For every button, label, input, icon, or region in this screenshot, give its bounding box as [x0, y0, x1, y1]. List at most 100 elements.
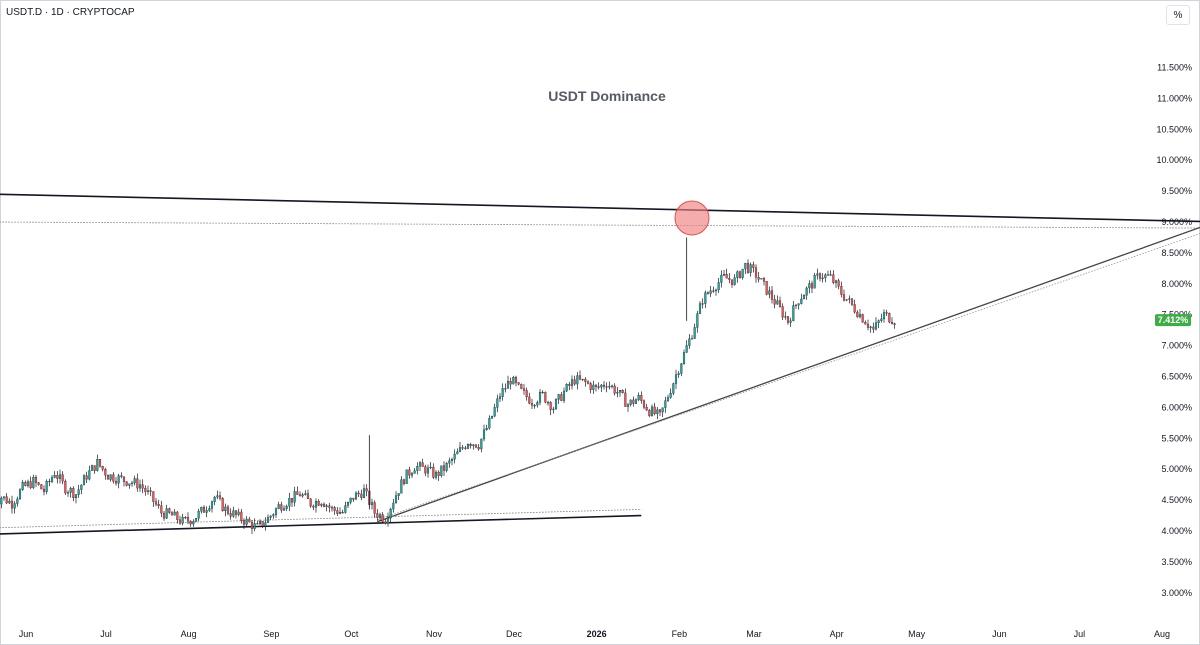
candle: [226, 504, 230, 516]
candle: [426, 464, 430, 478]
candle: [224, 503, 227, 517]
candle: [840, 281, 843, 298]
candle: [5, 493, 8, 504]
candle: [813, 272, 816, 289]
candle: [450, 457, 454, 466]
y-tick-label: 6.000%: [1161, 402, 1192, 412]
x-axis[interactable]: Jun Jul Aug Sep Oct Nov Dec 2026 Feb Mar Apr May Jun…: [19, 629, 1170, 639]
candle: [616, 387, 619, 398]
candle: [421, 458, 424, 467]
candle: [440, 465, 443, 478]
candle: [802, 294, 806, 300]
candle: [525, 387, 528, 401]
candle: [656, 407, 659, 420]
candle: [168, 507, 171, 514]
candle: [141, 479, 144, 494]
candle: [546, 400, 550, 406]
candle: [242, 518, 246, 529]
candle: [296, 486, 299, 495]
candle: [760, 278, 763, 280]
candle: [330, 505, 334, 512]
candle: [413, 467, 416, 474]
candle: [376, 508, 379, 521]
y-tick-label: 10.500%: [1156, 124, 1192, 134]
candle: [797, 303, 800, 310]
candle: [333, 506, 336, 515]
candle: [506, 375, 510, 389]
candle: [88, 465, 91, 481]
candle: [109, 474, 112, 482]
candle: [82, 474, 86, 486]
candle: [493, 403, 496, 418]
candle: [0, 496, 3, 509]
candle: [194, 518, 198, 522]
x-tick-label: Jun: [19, 629, 34, 639]
y-axis[interactable]: 11.500% 11.000% 10.500% 10.000% 9.500% 9.000%…: [1156, 63, 1192, 598]
candle: [160, 500, 163, 518]
candle: [762, 276, 766, 286]
rising-support-line: [377, 226, 1200, 523]
candle: [640, 391, 643, 404]
candle: [584, 377, 587, 387]
candle: [741, 268, 744, 280]
candle: [384, 518, 387, 525]
candle: [490, 415, 494, 419]
candle: [834, 279, 838, 288]
candle: [80, 484, 83, 495]
candle: [536, 400, 539, 408]
candle: [845, 299, 848, 302]
candle: [112, 472, 115, 484]
annotations: [674, 200, 710, 236]
trendlines: [0, 193, 1200, 535]
candle: [634, 398, 638, 404]
y-tick-label: 4.500%: [1161, 495, 1192, 505]
candle: [8, 498, 11, 505]
candle: [794, 304, 798, 309]
candle: [210, 500, 214, 513]
candle: [570, 375, 574, 390]
candle: [488, 415, 491, 430]
candle: [888, 312, 891, 324]
candle: [709, 285, 712, 297]
candle: [645, 403, 648, 411]
candle: [682, 349, 686, 365]
candle: [816, 268, 819, 280]
candle: [362, 484, 366, 499]
last-price-badge: [1155, 314, 1191, 327]
candle: [818, 272, 822, 282]
candle: [386, 512, 390, 527]
candle: [133, 475, 136, 486]
candle: [792, 301, 795, 322]
candle: [282, 505, 286, 511]
candle: [320, 503, 323, 508]
candle: [64, 479, 67, 496]
candle: [776, 295, 779, 305]
candle: [549, 401, 552, 416]
candle: [872, 322, 875, 334]
candle: [688, 334, 691, 349]
candle: [410, 472, 414, 478]
candle: [498, 392, 502, 402]
candle: [514, 375, 518, 387]
candle: [317, 499, 320, 506]
candle: [530, 398, 534, 410]
candle: [136, 473, 139, 492]
candle: [717, 277, 720, 294]
candle: [56, 470, 59, 484]
symbol-label: USDT.D · 1D · CRYPTOCAP: [6, 7, 135, 18]
candle: [472, 444, 475, 450]
candle: [874, 317, 878, 331]
y-tick-label: 5.000%: [1161, 464, 1192, 474]
candle: [96, 454, 99, 472]
x-tick-label: Jun: [992, 629, 1007, 639]
candle: [458, 441, 462, 453]
candle: [266, 514, 270, 523]
percent-scale-button[interactable]: %: [1166, 5, 1190, 25]
candle: [122, 476, 126, 487]
candle: [880, 313, 883, 323]
candle: [269, 515, 272, 521]
candle: [664, 396, 667, 413]
candle: [418, 460, 422, 472]
candle: [877, 319, 880, 329]
